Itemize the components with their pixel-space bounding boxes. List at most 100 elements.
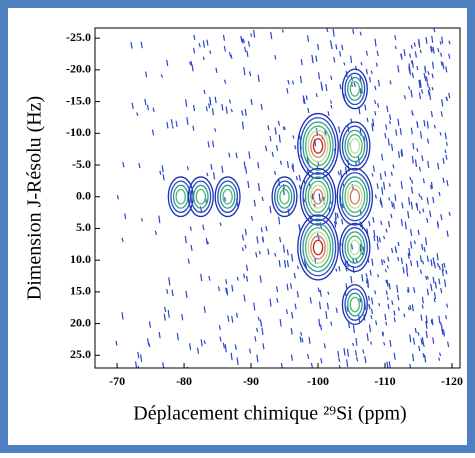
noise (242, 38, 245, 43)
noise (354, 350, 358, 357)
noise (209, 50, 212, 55)
noise (371, 123, 374, 132)
noise (140, 41, 143, 49)
noise (448, 40, 451, 45)
noise (329, 100, 333, 104)
noise (222, 34, 226, 41)
noise (446, 303, 449, 308)
noise (205, 237, 208, 245)
noise (243, 294, 246, 302)
noise (309, 297, 312, 304)
noise (407, 286, 410, 293)
noise (427, 160, 430, 169)
noise (405, 263, 408, 270)
noise (411, 304, 414, 312)
noise (262, 343, 265, 350)
noise (334, 220, 337, 228)
noise (374, 85, 377, 91)
noise (278, 216, 281, 225)
noise (425, 320, 428, 329)
noise (308, 336, 311, 344)
noise (116, 195, 119, 200)
noise (231, 284, 234, 292)
noise (279, 319, 282, 327)
noise (362, 349, 365, 354)
noise (317, 72, 321, 80)
noise (438, 357, 441, 361)
noise (196, 347, 200, 354)
noise (421, 89, 424, 94)
y-tick-label: 10.0 (70, 252, 91, 266)
noise (203, 306, 206, 313)
noise (146, 104, 150, 111)
noise (334, 217, 337, 225)
noise (335, 307, 338, 314)
contour (341, 176, 368, 218)
noise (426, 197, 429, 205)
noise (323, 343, 326, 349)
noise (372, 165, 375, 172)
y-tick-label: 25.0 (70, 347, 91, 361)
noise (365, 280, 368, 285)
noise (330, 321, 333, 326)
noise (413, 42, 416, 47)
noise (261, 196, 264, 202)
noise (326, 302, 329, 310)
noise (311, 58, 314, 64)
noise (302, 95, 305, 103)
noise (373, 236, 376, 242)
noise (418, 193, 421, 198)
noise (430, 319, 433, 324)
noise (246, 50, 249, 58)
noise (217, 286, 221, 292)
noise (366, 278, 370, 286)
noise (440, 111, 443, 117)
noise (443, 262, 446, 268)
noise (418, 166, 422, 172)
noise (290, 354, 294, 361)
y-tick-label: -10.0 (66, 125, 91, 139)
noise (432, 276, 435, 284)
contour (279, 188, 290, 205)
noise (185, 99, 188, 107)
noise (370, 315, 373, 320)
noise (445, 269, 448, 275)
noise (207, 141, 210, 148)
noise (244, 228, 247, 236)
peak (336, 167, 374, 226)
noise (433, 292, 437, 300)
noise (442, 62, 445, 70)
noise (396, 284, 399, 293)
noise (245, 167, 248, 174)
noise (192, 104, 196, 112)
noise (161, 165, 164, 173)
noise (317, 287, 320, 293)
contour (299, 117, 337, 175)
noise (424, 75, 427, 82)
noise (260, 103, 263, 111)
noise (352, 342, 355, 347)
noise (350, 275, 353, 284)
noise (438, 352, 442, 357)
noise (411, 72, 415, 79)
contour (219, 184, 236, 209)
noise (423, 246, 426, 253)
noise (306, 35, 310, 42)
noise (388, 183, 391, 187)
y-tick-label: -20.0 (66, 62, 91, 76)
noise (403, 95, 406, 100)
peak (339, 222, 371, 273)
noise (426, 217, 429, 223)
noise (418, 79, 421, 89)
noise (418, 38, 421, 46)
noise (441, 269, 444, 277)
noise (438, 278, 441, 285)
noise (415, 203, 418, 208)
noise (275, 145, 279, 151)
noise (442, 157, 445, 164)
noise (397, 65, 400, 73)
noise (409, 363, 412, 368)
noise (410, 241, 413, 249)
noise (438, 265, 441, 270)
noise (378, 237, 381, 243)
